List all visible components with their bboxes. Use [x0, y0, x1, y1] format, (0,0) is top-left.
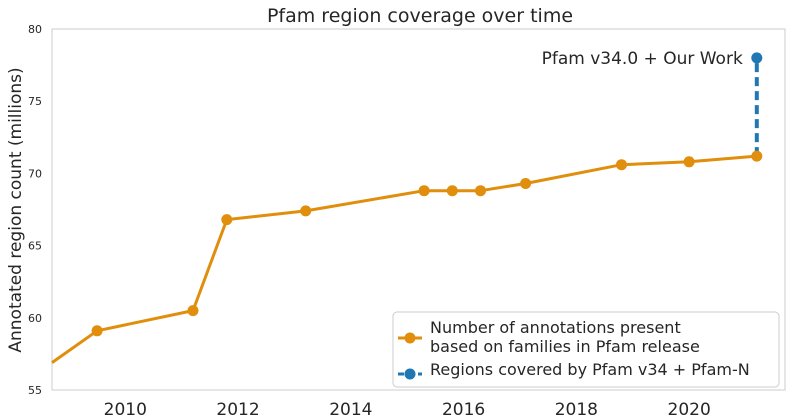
x-tick-label: 2016: [442, 400, 485, 420]
series-0-point: [616, 159, 627, 171]
y-tick-label: 65: [28, 240, 42, 253]
legend: Number of annotations present based on f…: [392, 311, 780, 388]
series-0-point: [683, 156, 695, 168]
legend-label-pfam-n: Regions covered by Pfam v34 + Pfam-N: [430, 360, 750, 379]
series-0-point: [300, 205, 312, 217]
series-0-point: [446, 185, 458, 197]
series-0-point: [475, 185, 486, 197]
plot-area: [51, 28, 786, 391]
series-layer: [51, 52, 763, 364]
y-tick-label: 70: [28, 167, 42, 180]
series-0-point: [418, 185, 430, 197]
series-1-point: [751, 52, 763, 64]
series-line-0: [51, 154, 757, 364]
annotation-pfam-v34-our-work: Pfam v34.0 + Our Work: [542, 49, 743, 69]
chart-title: Pfam region coverage over time: [267, 5, 573, 27]
x-tick-label: 2014: [329, 400, 372, 420]
y-tick-label: 80: [28, 23, 42, 36]
x-tick-label: 2010: [104, 400, 147, 420]
x-tick-label: 2012: [216, 400, 259, 420]
y-axis-label: Annotated region count (millions): [6, 67, 26, 352]
series-0-point: [91, 325, 103, 337]
legend-box: [392, 311, 780, 388]
legend-swatch-marker-blue: [404, 368, 416, 380]
series-0-point: [187, 305, 199, 317]
legend-label-annotations-line1: Number of annotations present: [430, 318, 681, 337]
y-tick-label: 55: [28, 384, 42, 397]
series-0-point: [751, 150, 763, 162]
series-0-point: [520, 178, 532, 189]
y-tick-label: 60: [28, 312, 42, 325]
x-tick-label: 2018: [555, 400, 598, 420]
y-tick-label: 75: [28, 95, 42, 108]
y-axis-ticks: 55 60 65 70 75 80: [28, 23, 42, 397]
legend-label-annotations-line2: based on families in Pfam release: [430, 337, 700, 356]
legend-swatch-marker-orange: [404, 332, 416, 344]
x-axis-ticks: 2010 2012 2014 2016 2018 2020: [104, 400, 711, 420]
series-0-point: [221, 214, 233, 226]
x-tick-label: 2020: [668, 400, 711, 420]
